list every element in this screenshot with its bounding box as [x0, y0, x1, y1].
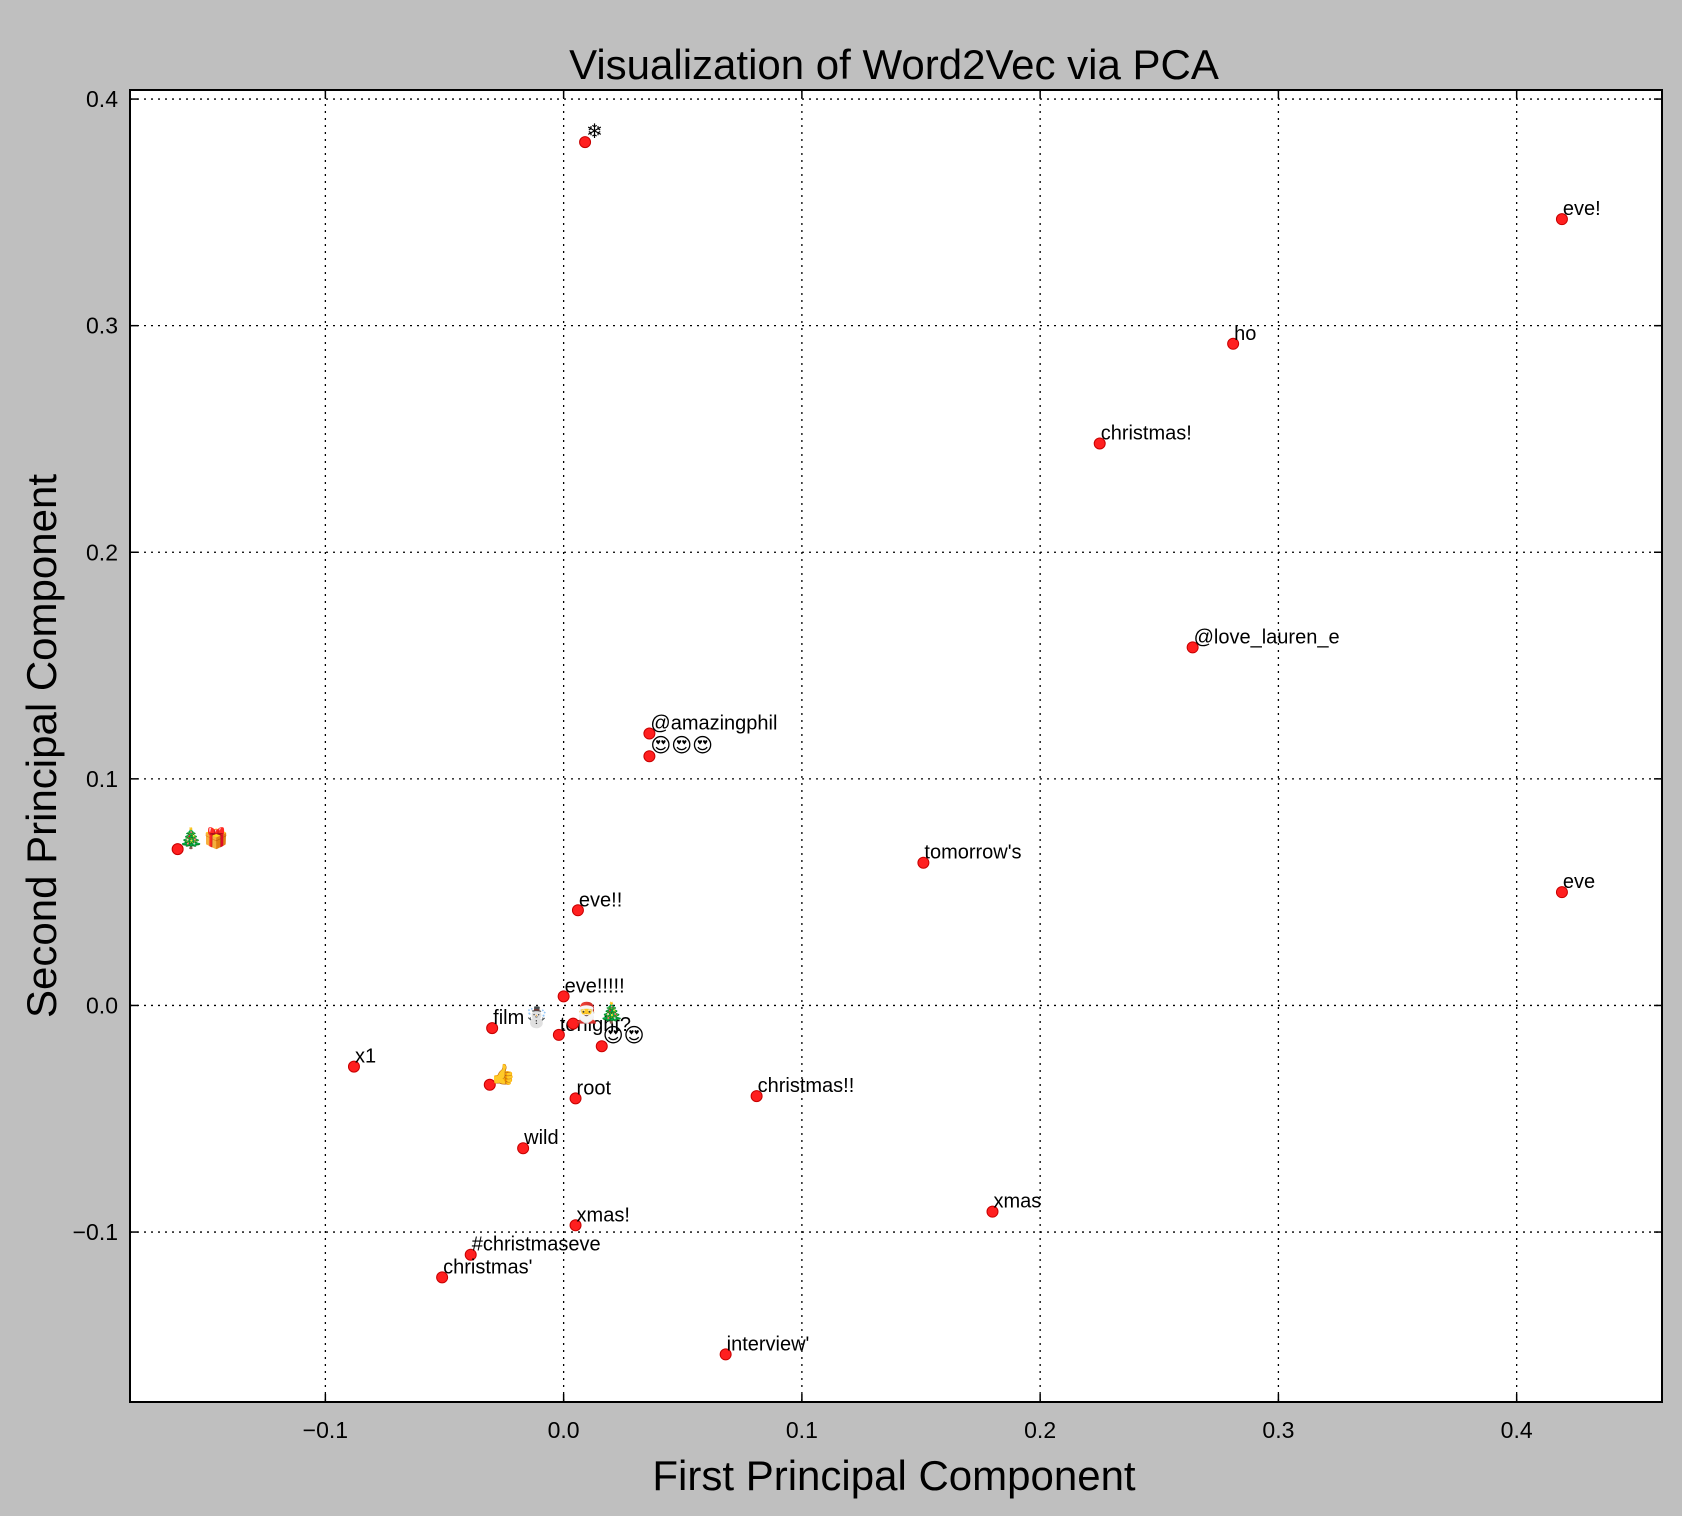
data-point-label: eve!!	[579, 889, 622, 911]
data-point-marker	[569, 1092, 582, 1105]
y-tick-label: 0.0	[86, 992, 118, 1018]
y-tick-label: −0.1	[73, 1219, 118, 1245]
x-tick-label: 0.4	[1501, 1417, 1533, 1443]
data-point-label: interview'	[727, 1333, 810, 1355]
data-point-marker	[986, 1205, 999, 1218]
data-point-marker	[719, 1348, 732, 1361]
data-point-label: xmas!	[577, 1204, 630, 1226]
data-point-label: x1	[355, 1046, 376, 1068]
data-point-marker	[486, 1022, 499, 1035]
y-axis-label: Second Principal Component	[18, 474, 65, 1018]
data-point-label: eve!	[1563, 198, 1601, 220]
data-point-marker	[1555, 213, 1568, 226]
x-tick-label: 0.3	[1262, 1417, 1294, 1443]
data-point-label: eve	[1563, 871, 1595, 893]
data-point-label: @amazingphil	[650, 713, 777, 735]
data-point-marker	[483, 1078, 496, 1091]
data-point-label: christmas!	[1101, 422, 1192, 444]
x-tick-label: 0.2	[1024, 1417, 1056, 1443]
data-point-label: 🎄🎁	[179, 826, 229, 850]
data-point-marker	[1555, 886, 1568, 899]
plot-area	[129, 89, 1663, 1403]
x-tick-label: 0.0	[548, 1417, 580, 1443]
data-point-label: #christmaseve	[472, 1234, 601, 1256]
data-point-marker	[750, 1090, 763, 1103]
data-point-label: tonight?	[560, 1014, 631, 1036]
data-point-marker	[464, 1248, 477, 1261]
data-point-marker	[579, 136, 592, 149]
data-point-label: root	[577, 1077, 612, 1099]
data-point-label: christmas!!	[758, 1075, 855, 1097]
data-point-marker	[557, 990, 570, 1003]
data-point-marker	[552, 1028, 565, 1041]
data-point-label: wild	[523, 1127, 558, 1149]
data-point-marker	[567, 1017, 580, 1030]
y-tick-label: 0.1	[86, 766, 118, 792]
data-point-marker	[1186, 641, 1199, 654]
data-point-label: 😍😍	[603, 1025, 645, 1047]
data-point-marker	[571, 904, 584, 917]
data-point-marker	[917, 856, 930, 869]
data-point-marker	[517, 1142, 530, 1155]
data-point-label: christmas'	[443, 1256, 532, 1278]
y-tick-label: 0.4	[86, 86, 118, 112]
data-point-label: @love_lauren_e	[1194, 626, 1340, 648]
y-tick-label: 0.2	[86, 539, 118, 565]
data-point-marker	[595, 1040, 608, 1053]
data-point-label: ❄	[586, 121, 603, 143]
chart-title: Visualization of Word2Vec via PCA	[569, 41, 1219, 88]
data-point-label: tomorrow's	[924, 842, 1021, 864]
grid	[130, 90, 1662, 1402]
x-axis-label: First Principal Component	[652, 1452, 1136, 1499]
data-point-marker	[643, 750, 656, 763]
data-point-label: ho	[1234, 323, 1256, 345]
data-point-label: 👍	[491, 1062, 516, 1086]
data-point-marker	[1093, 437, 1106, 450]
data-point-label: film☃️	[493, 1005, 549, 1029]
data-point-label: 🎅🎄	[574, 1001, 624, 1025]
data-point-label: xmas	[993, 1191, 1041, 1213]
data-point-marker	[171, 843, 184, 856]
data-point-label: 😍😍😍	[650, 735, 713, 757]
data-point-marker	[1227, 337, 1240, 350]
data-point-marker	[347, 1060, 360, 1073]
data-points: ❄ eve! ho christmas! @love_lauren_e @amazingp…	[171, 121, 1601, 1361]
data-point-label: eve!!!!!	[565, 975, 625, 997]
data-point-marker	[643, 727, 656, 740]
data-point-marker	[436, 1271, 449, 1284]
data-point-marker	[569, 1219, 582, 1232]
axis-ticks: −0.1 0.0 0.1 0.2 0.3 0.4 −0.1 0.0 0.1 0.2 0.3 0.4	[73, 86, 1662, 1443]
x-tick-label: 0.1	[786, 1417, 818, 1443]
x-tick-label: −0.1	[303, 1417, 348, 1443]
y-tick-label: 0.3	[86, 313, 118, 339]
